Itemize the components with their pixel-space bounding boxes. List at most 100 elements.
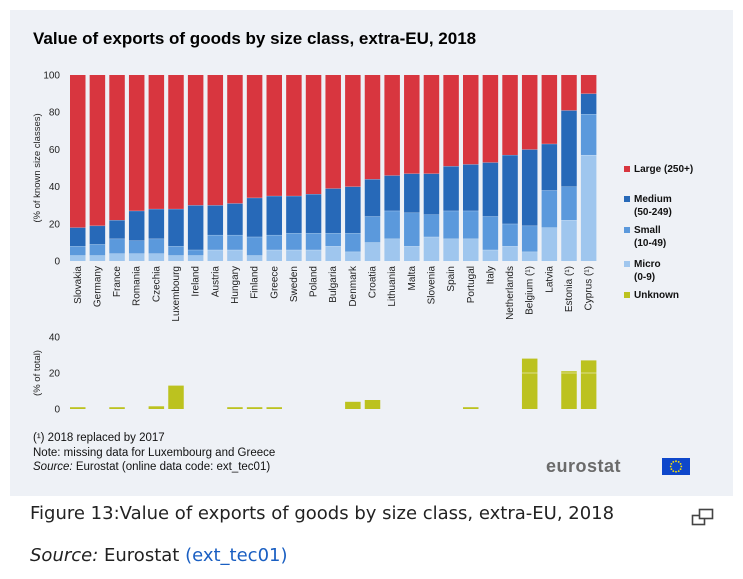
bar-large: [463, 75, 479, 165]
bar-large: [345, 75, 361, 187]
bar-large: [187, 75, 204, 206]
bar-unknown: [70, 407, 86, 409]
figure-caption: Figure 13:Value of exports of goods by s…: [30, 503, 615, 524]
bar-small: [89, 244, 106, 256]
bar-micro: [286, 249, 302, 261]
note-source-label: Source:: [33, 461, 73, 473]
bar-medium: [345, 186, 361, 234]
bar-micro: [70, 255, 86, 261]
bar-large: [207, 75, 224, 206]
bar-large: [246, 75, 263, 198]
chart-title: Value of exports of goods by size class,…: [33, 29, 477, 48]
bar-small: [364, 216, 381, 243]
bar-medium: [89, 225, 106, 245]
bar-medium: [384, 175, 400, 211]
bar-large: [561, 75, 577, 111]
category-label: Belgium (¹): [525, 266, 536, 315]
bar-unknown: [463, 407, 479, 409]
bar-small: [128, 240, 145, 254]
bar-large: [423, 75, 440, 174]
source-link[interactable]: (ext_tec01): [185, 545, 288, 566]
legend-swatch-micro: [624, 261, 630, 267]
category-label: Denmark: [348, 265, 359, 307]
bar-medium: [207, 205, 224, 235]
legend-swatch-small: [624, 227, 630, 233]
y-tick-label: 100: [43, 71, 60, 82]
bar-medium: [482, 162, 499, 217]
category-label: France: [112, 266, 123, 298]
bar-micro: [128, 253, 145, 261]
bar-medium: [109, 220, 125, 239]
chart-svg: 0 20 40 60 80 100 (% of known size classes) Slo…: [32, 71, 693, 416]
legend-label-sub: (10-49): [634, 238, 666, 249]
legend-swatch-medium: [624, 196, 630, 202]
bar-micro: [89, 255, 106, 261]
bar-small: [561, 186, 577, 221]
bar-micro: [443, 238, 459, 261]
bar-medium: [187, 205, 204, 250]
bar-micro: [521, 251, 538, 261]
chart-notes: (¹) 2018 replaced by 2017 Note: missing …: [33, 431, 275, 475]
figure-source: Source: Eurostat (ext_tec01): [30, 545, 288, 566]
expand-icon[interactable]: [691, 507, 715, 527]
bar-large: [482, 75, 499, 163]
y-tick-label: 0: [54, 257, 60, 268]
bar-large: [384, 75, 400, 176]
bar-medium: [286, 195, 302, 234]
bar-medium: [404, 173, 420, 213]
category-label: Slovakia: [73, 266, 84, 304]
bar-micro: [246, 255, 263, 261]
bar-small: [266, 234, 282, 250]
bar-large: [305, 75, 322, 195]
bar-medium: [227, 203, 243, 235]
y-tick-label: 60: [49, 145, 61, 156]
bar-medium: [305, 194, 322, 234]
bar-small: [168, 246, 184, 256]
category-label: Slovenia: [426, 266, 437, 305]
bar-unknown: [266, 407, 282, 409]
bar-small: [423, 214, 440, 237]
bar-small: [541, 190, 558, 228]
note-missing: Note: missing data for Luxembourg and Gr…: [33, 446, 276, 459]
bar-large: [286, 75, 302, 196]
category-label: Austria: [210, 266, 221, 298]
legend-label: Large (250+): [634, 164, 693, 175]
bar-micro: [463, 238, 479, 261]
category-label: Luxembourg: [171, 266, 182, 322]
bar-large: [521, 75, 538, 150]
bar-micro: [384, 238, 400, 261]
bar-large: [266, 75, 282, 196]
bar-medium: [541, 143, 558, 191]
legend-label: Unknown: [634, 290, 679, 301]
category-label: Lithuania: [387, 266, 398, 307]
bar-medium: [70, 227, 86, 247]
category-label: Romania: [132, 266, 143, 306]
bar-micro: [187, 255, 204, 261]
bar-large: [148, 75, 165, 209]
bar-medium: [128, 210, 145, 241]
legend-swatch-unknown: [624, 292, 630, 298]
bar-small: [502, 223, 518, 247]
bar-small: [148, 238, 165, 254]
bar-small: [404, 212, 420, 247]
bar-unknown: [364, 400, 381, 409]
bar-medium: [463, 164, 479, 211]
bar-large: [128, 75, 145, 211]
source-label: Source:: [30, 545, 99, 566]
y-axis-label: (% of known size classes): [32, 113, 43, 222]
bar-small: [443, 210, 459, 239]
bar-medium: [580, 93, 597, 115]
y-tick-label: 80: [49, 108, 61, 119]
bar-micro: [266, 249, 282, 261]
category-label: Bulgaria: [328, 266, 339, 303]
bar-small: [325, 233, 341, 247]
bar-medium: [423, 173, 440, 215]
bar-unknown: [561, 371, 577, 409]
bar-small: [482, 216, 499, 250]
bar-small: [70, 246, 86, 256]
bar-medium: [246, 197, 263, 237]
bar-small: [246, 236, 263, 256]
category-label: Portugal: [466, 266, 477, 303]
bar-large: [443, 75, 459, 167]
bar-micro: [561, 220, 577, 261]
